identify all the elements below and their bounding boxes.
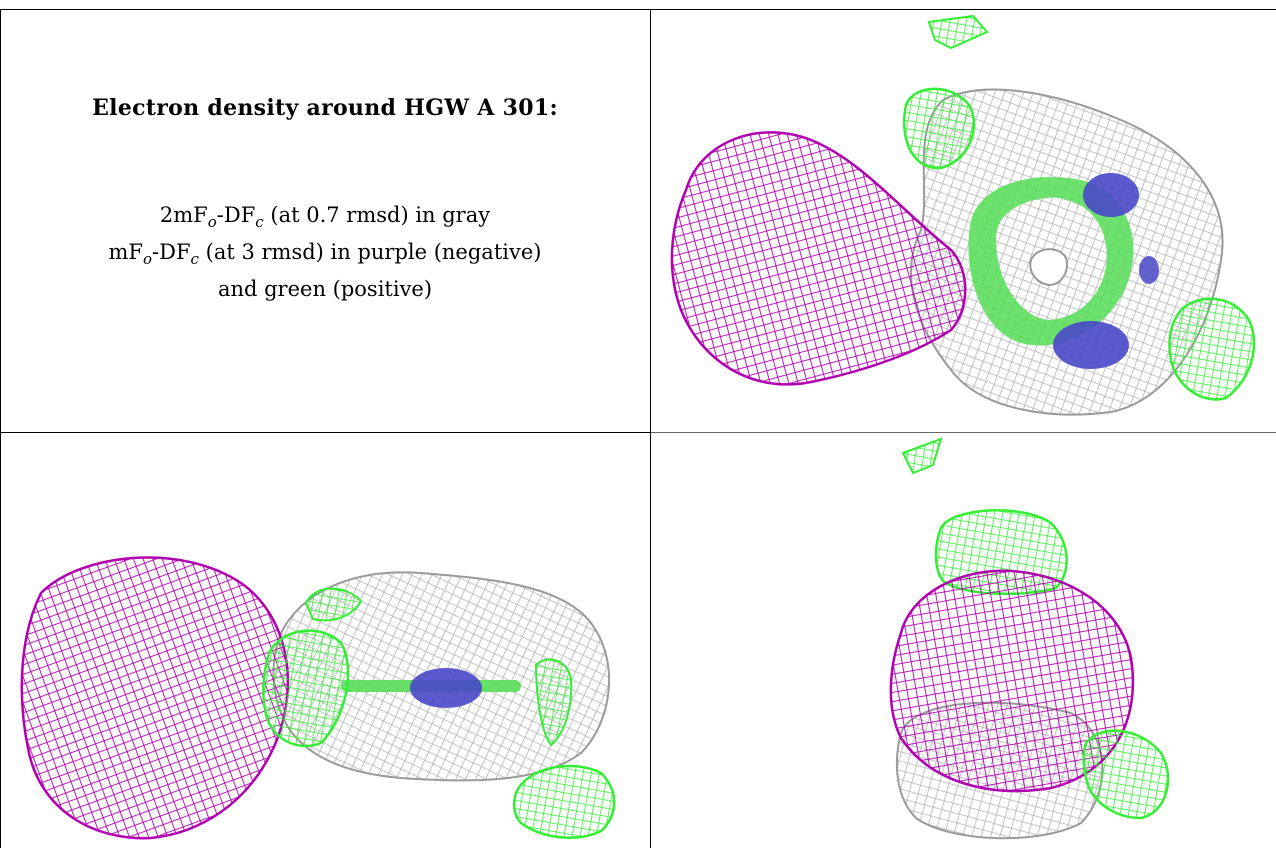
- green-blob-right: [1168, 297, 1256, 401]
- center-divider: [650, 9, 651, 848]
- green-ring-atoms: [968, 176, 1134, 346]
- green-blob-top: [903, 87, 976, 170]
- top-right-view: [651, 10, 1276, 432]
- green-cap-right: [534, 658, 573, 747]
- legend-purple-prefix: mF: [108, 240, 143, 265]
- blue-atom-right: [1139, 256, 1159, 284]
- legend-purple-sub-o: o: [143, 250, 153, 269]
- left-border: [0, 9, 1, 848]
- caption-legend: 2mFo-DFc (at 0.7 rmsd) in gray mFo-DFc (…: [10, 200, 640, 304]
- green-fragment-top: [927, 14, 989, 50]
- legend-purple-mid: -DF: [152, 240, 191, 265]
- legend-line-purple: mFo-DFc (at 3 rmsd) in purple (negative): [10, 237, 640, 274]
- legend-purple-suffix: (at 3 rmsd) in purple (negative): [198, 240, 542, 265]
- legend-line-green: and green (positive): [217, 277, 433, 302]
- middle-divider-right: [651, 432, 1276, 433]
- legend-gray-sub-c: c: [255, 213, 264, 232]
- blue-atom-center: [410, 668, 482, 708]
- green-blob-right: [1082, 729, 1170, 820]
- legend-gray-sub-o: o: [207, 213, 217, 232]
- green-fragment-upper: [304, 587, 363, 622]
- caption-title: Electron density around HGW A 301:: [92, 95, 558, 121]
- legend-purple-sub-c: c: [190, 250, 199, 269]
- caption-cell: Electron density around HGW A 301: 2mFo-…: [10, 10, 640, 432]
- top-border: [0, 9, 1276, 10]
- green-cap-left: [262, 629, 350, 748]
- legend-line-gray: 2mFo-DFc (at 0.7 rmsd) in gray: [10, 200, 640, 237]
- purple-density-blob: [670, 131, 967, 386]
- legend-gray-mid: -DF: [216, 203, 256, 227]
- legend-gray-suffix: (at 0.7 rmsd) in gray: [263, 203, 491, 227]
- green-blob-lower-right: [512, 764, 616, 839]
- bottom-right-view: [651, 433, 1276, 848]
- legend-gray-prefix: 2mF: [159, 203, 208, 227]
- middle-divider-left: [0, 432, 650, 433]
- green-fragment-top: [901, 437, 943, 475]
- blue-atom-bottom: [1053, 321, 1129, 369]
- blue-atom-top: [1083, 173, 1139, 217]
- gray-ring-hole: [1029, 248, 1068, 287]
- purple-density-sphere: [20, 556, 290, 840]
- bottom-left-view: [1, 433, 650, 848]
